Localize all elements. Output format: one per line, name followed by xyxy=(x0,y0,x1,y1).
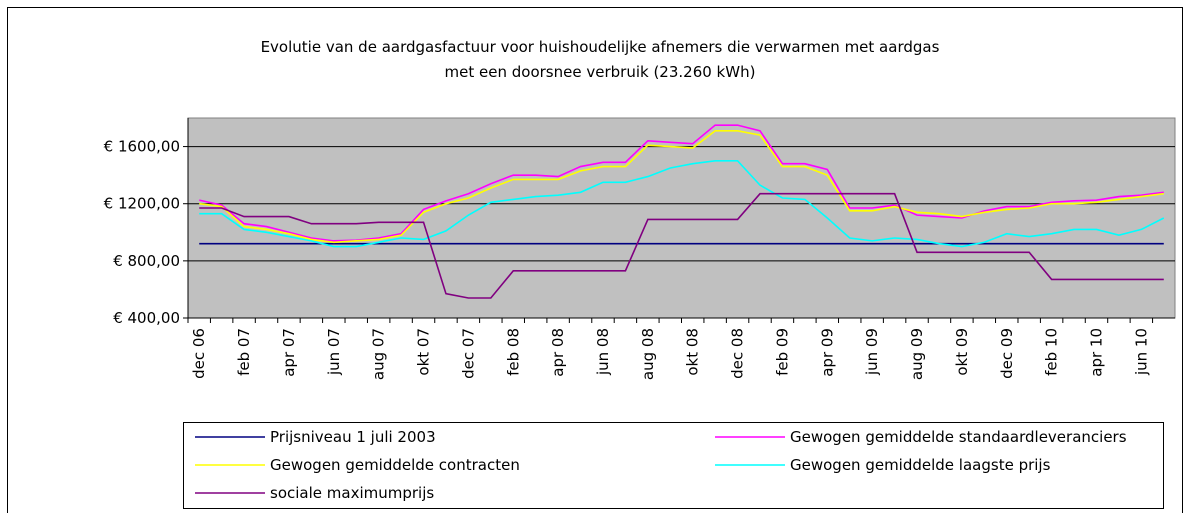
legend-label: Prijsniveau 1 juli 2003 xyxy=(270,428,436,446)
x-tick-label: apr 08 xyxy=(549,328,567,377)
x-tick-label: feb 08 xyxy=(504,328,522,376)
x-tick-label: dec 09 xyxy=(998,328,1016,379)
legend-label: Gewogen gemiddelde standaardleveranciers xyxy=(790,428,1127,446)
x-tick-label: feb 09 xyxy=(773,328,791,376)
x-tick-label: feb 10 xyxy=(1043,328,1061,376)
x-tick-label: apr 10 xyxy=(1087,328,1105,377)
x-tick-label: jun 07 xyxy=(325,328,343,376)
x-tick-label: okt 08 xyxy=(684,328,702,376)
chart-subtitle: met een doorsnee verbruik (23.260 kWh) xyxy=(445,63,756,81)
legend-label: sociale maximumprijs xyxy=(270,484,434,502)
y-tick-label: € 1600,00 xyxy=(104,138,180,156)
series-line xyxy=(199,192,1164,299)
x-tick-label: okt 09 xyxy=(953,328,971,376)
x-tick-label: dec 06 xyxy=(190,328,208,379)
series-line xyxy=(199,160,1165,248)
x-tick-label: aug 07 xyxy=(370,328,388,380)
plot-area xyxy=(187,117,1176,319)
y-tick-label: € 400,00 xyxy=(113,309,180,327)
x-tick-label: aug 08 xyxy=(639,328,657,380)
series-line xyxy=(199,124,1164,242)
chart-title: Evolutie van de aardgasfactuur voor huis… xyxy=(261,38,940,56)
legend xyxy=(183,422,1164,509)
x-tick-label: okt 07 xyxy=(415,328,433,376)
x-tick-label: apr 09 xyxy=(818,328,836,377)
x-tick-label: jun 10 xyxy=(1132,328,1150,376)
legend-label: Gewogen gemiddelde contracten xyxy=(270,456,520,474)
x-tick-label: aug 09 xyxy=(908,328,926,380)
x-tick-label: dec 08 xyxy=(729,328,747,379)
x-tick-label: feb 07 xyxy=(235,328,253,376)
series-line xyxy=(199,130,1164,244)
x-tick-label: jun 09 xyxy=(863,328,881,376)
legend-label: Gewogen gemiddelde laagste prijs xyxy=(790,456,1051,474)
y-tick-label: € 800,00 xyxy=(113,252,180,270)
x-tick-label: dec 07 xyxy=(459,328,477,379)
x-tick-label: jun 08 xyxy=(594,328,612,376)
y-tick-label: € 1200,00 xyxy=(104,195,180,213)
x-tick-label: apr 07 xyxy=(280,328,298,377)
